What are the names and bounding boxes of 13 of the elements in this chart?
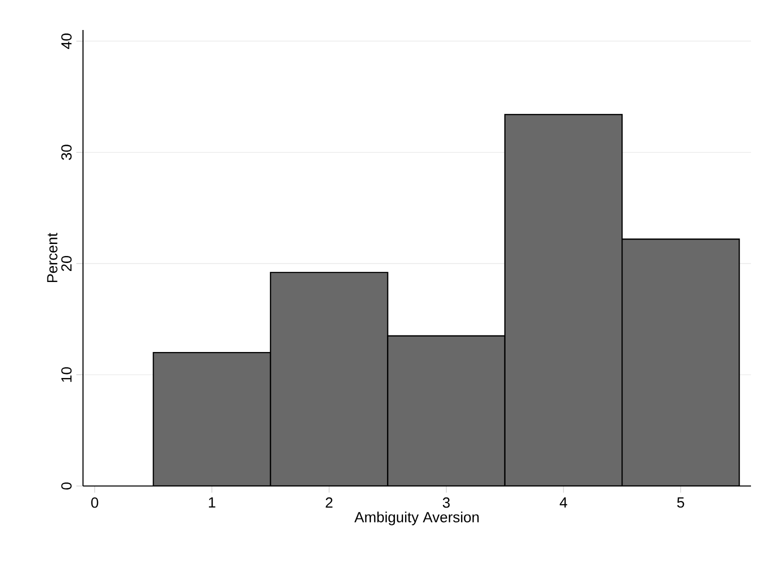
x-tick-label: 1 xyxy=(208,497,216,508)
x-tick-label: 0 xyxy=(91,497,98,508)
y-tick-label: 30 xyxy=(61,144,72,160)
y-tick-label: 40 xyxy=(61,34,72,49)
x-tick-label: 4 xyxy=(560,497,568,508)
y-tick-label: 0 xyxy=(61,482,72,490)
x-tick-label: 3 xyxy=(442,497,450,508)
y-axis-title: Percent xyxy=(47,232,58,282)
x-tick-label: 2 xyxy=(326,497,332,508)
x-tick-label: 5 xyxy=(677,497,684,508)
y-tick-label: 20 xyxy=(61,256,72,271)
y-tick-label: 10 xyxy=(61,367,72,382)
x-axis-title: Ambiguity Aversion xyxy=(354,512,479,526)
